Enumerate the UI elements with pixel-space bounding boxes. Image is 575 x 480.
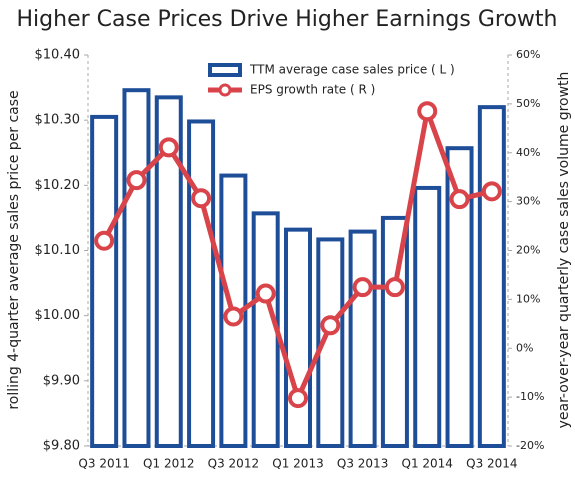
x-tick-label: Q1 2012 <box>143 457 194 471</box>
chart-title: Higher Case Prices Drive Higher Earnings… <box>17 7 558 32</box>
point <box>417 101 438 122</box>
y-tick-label: $10.20 <box>35 178 81 193</box>
legend-label: EPS growth rate ( R ) <box>250 83 375 97</box>
bar <box>413 185 442 448</box>
y2-tick-label: 0% <box>516 341 533 354</box>
y2-tick-label: 60% <box>516 48 540 61</box>
legend-swatch <box>218 83 232 97</box>
y-tick-label: $9.80 <box>43 439 80 454</box>
y2-tick-label: -20% <box>516 439 544 452</box>
point <box>126 170 147 191</box>
point <box>481 181 502 202</box>
y-tick-label: $9.90 <box>43 373 80 388</box>
point <box>94 230 115 251</box>
bar <box>122 88 151 448</box>
x-tick-label: Q1 2013 <box>272 457 323 471</box>
point <box>449 189 470 210</box>
x-tick-label: Q3 2014 <box>466 457 517 471</box>
point <box>384 277 405 298</box>
y2-axis-label: year-over-year quarterly case sales volu… <box>556 72 572 429</box>
bar <box>90 114 119 449</box>
x-tick-label: Q3 2011 <box>78 457 129 471</box>
point <box>191 188 212 209</box>
y-tick-label: $10.10 <box>35 243 81 258</box>
bar <box>187 119 216 448</box>
x-tick-label: Q3 2012 <box>208 457 259 471</box>
y2-tick-label: 10% <box>516 292 540 305</box>
bar <box>348 229 377 448</box>
x-tick-label: Q3 2013 <box>337 457 388 471</box>
y2-tick-label: 30% <box>516 195 540 208</box>
x-tick-label: Q1 2014 <box>402 457 453 471</box>
bar <box>251 211 280 448</box>
y2-tick-label: 20% <box>516 244 540 257</box>
y-tick-label: $10.00 <box>35 308 81 323</box>
y-axis-label: rolling 4-quarter average sales price pe… <box>6 90 22 409</box>
point <box>255 283 276 304</box>
point <box>288 388 308 409</box>
bar <box>477 105 506 448</box>
point <box>320 315 341 336</box>
y2-tick-label: 40% <box>516 146 540 159</box>
legend-label: TTM average case sales price ( L ) <box>249 63 455 77</box>
point <box>223 306 244 327</box>
point <box>158 137 179 158</box>
y2-tick-label: 50% <box>516 97 540 110</box>
y-tick-label: $10.40 <box>35 48 81 63</box>
bar <box>284 227 312 448</box>
point <box>352 277 373 298</box>
y-tick-label: $10.30 <box>35 113 81 128</box>
y2-tick-label: -10% <box>516 390 544 403</box>
legend-swatch <box>208 63 242 77</box>
